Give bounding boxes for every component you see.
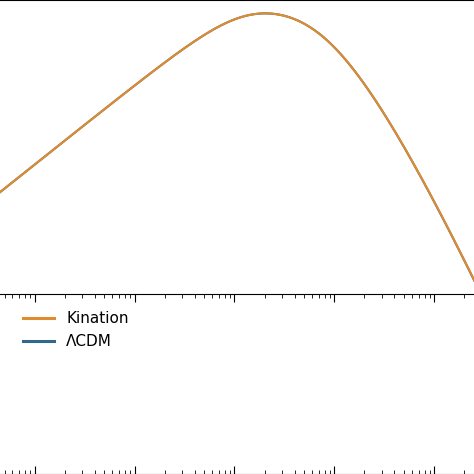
Kination [58,140,64,146]
ΛCDM [408,156,414,162]
Kination [29,164,35,170]
Kination [462,258,467,264]
ΛCDM [263,10,268,16]
Kination [164,59,169,64]
Kination [263,10,268,16]
ΛCDM [164,59,169,64]
Kination [408,156,414,162]
ΛCDM [185,43,191,49]
Kination [185,43,191,49]
Line: ΛCDM: ΛCDM [0,13,474,281]
ΛCDM [58,140,64,146]
ΛCDM [29,164,35,170]
Line: Kination: Kination [0,13,474,280]
Legend: Kination, ΛCDM: Kination, ΛCDM [17,305,135,355]
ΛCDM [471,278,474,283]
ΛCDM [462,258,467,264]
Kination [471,277,474,283]
